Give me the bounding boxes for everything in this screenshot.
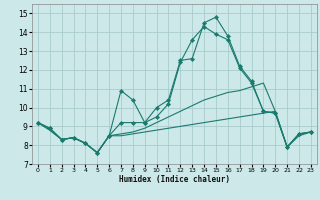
X-axis label: Humidex (Indice chaleur): Humidex (Indice chaleur) — [119, 175, 230, 184]
